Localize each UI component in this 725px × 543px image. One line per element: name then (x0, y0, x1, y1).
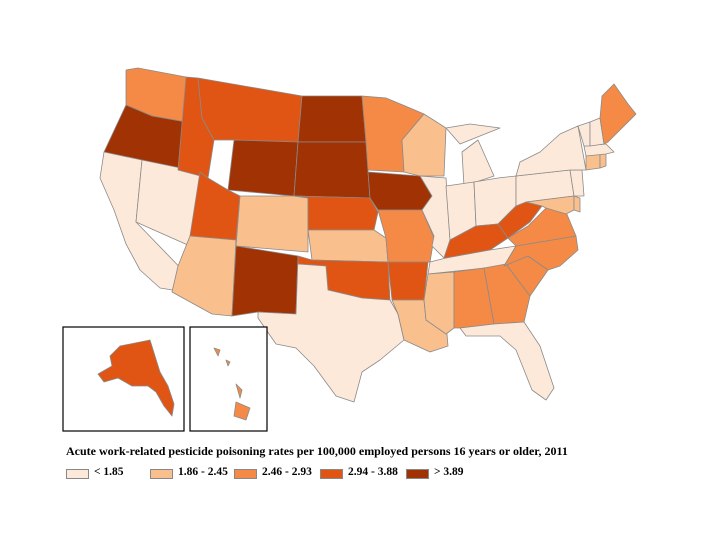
state-ri (599, 153, 607, 169)
legend-label: 2.46 - 2.93 (262, 466, 312, 478)
state-ny (515, 125, 587, 177)
state-az (171, 235, 237, 317)
legend-swatch (234, 469, 257, 479)
state-wi (401, 113, 447, 177)
state-sd (293, 141, 371, 199)
state-tx (257, 255, 405, 403)
legend-swatch (150, 469, 173, 479)
state-nm (231, 245, 299, 317)
state-mi (445, 123, 501, 187)
state-ak (97, 339, 175, 417)
legend-label: 2.94 - 3.88 (348, 466, 398, 478)
state-ks (307, 229, 389, 263)
state-ct (585, 153, 601, 171)
legend-label: > 3.89 (434, 466, 464, 478)
state-wy (227, 139, 299, 197)
hawaii-inset-frame (189, 326, 268, 432)
state-nd (297, 95, 367, 143)
legend-label: < 1.85 (94, 466, 124, 478)
legend-swatch (66, 469, 89, 479)
legend-swatch (320, 469, 343, 479)
state-mt (197, 77, 303, 143)
state-ga (483, 263, 531, 325)
map-caption: Acute work-related pesticide poisoning r… (66, 444, 568, 458)
legend-swatch (406, 469, 429, 479)
state-ar (387, 261, 429, 301)
state-co (235, 195, 309, 253)
legend-label: 1.86 - 2.45 (178, 466, 228, 478)
state-me (599, 83, 637, 145)
state-hi (213, 347, 251, 421)
state-de (573, 195, 581, 213)
state-fl (459, 321, 555, 401)
